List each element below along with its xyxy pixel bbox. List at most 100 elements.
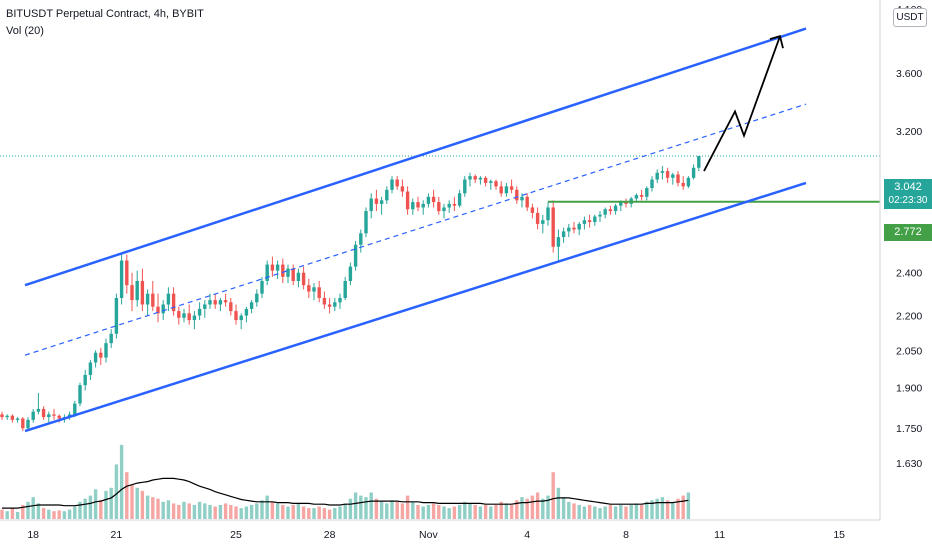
symbol-title[interactable]: BITUSDT Perpetual Contract, 4h, BYBIT: [6, 8, 204, 20]
x-tick-label: 8: [623, 529, 629, 541]
volume-bar: [166, 500, 171, 519]
candle-body: [634, 195, 639, 199]
candle-body: [426, 196, 431, 204]
volume-bar: [312, 508, 316, 519]
volume-bar: [171, 503, 176, 519]
candle-body: [119, 260, 124, 298]
volume-bar: [275, 503, 280, 519]
volume-bar: [551, 472, 555, 519]
candle-body: [88, 362, 93, 375]
volume-bar: [619, 504, 623, 519]
candle-body: [244, 308, 249, 316]
candle-body: [218, 300, 223, 305]
candle-body: [234, 311, 238, 321]
candle-body: [530, 207, 535, 213]
y-tick-label: 1.630: [896, 458, 922, 470]
volume-bar: [93, 489, 98, 519]
candle-body: [671, 174, 675, 178]
candle-body: [291, 268, 295, 281]
candle-body: [41, 408, 46, 418]
x-tick-label: 21: [111, 529, 123, 541]
volume-bar: [213, 506, 217, 519]
candle-body: [572, 227, 576, 230]
volume-bar: [686, 492, 691, 519]
volume-bar: [52, 511, 56, 519]
candle-body: [327, 304, 332, 307]
volume-bar: [385, 503, 389, 519]
candle-body: [437, 202, 441, 212]
candle-body: [348, 266, 353, 281]
volume-bar: [473, 504, 477, 519]
volume-bar: [135, 487, 139, 519]
volume-indicator-label[interactable]: Vol (20): [6, 25, 44, 37]
channel-upper-line: [24, 27, 807, 287]
volume-bar: [478, 506, 483, 519]
volume-bar: [229, 504, 233, 519]
candle-body: [390, 179, 394, 190]
candle-body: [686, 177, 691, 187]
last-price-tag: 3.042 02:23:30: [884, 179, 932, 209]
candle-body: [603, 209, 607, 215]
candle-body: [171, 293, 176, 312]
volume-bar: [660, 497, 665, 519]
candle-body: [286, 268, 290, 277]
volume-bar: [73, 506, 77, 519]
volume-bar: [223, 503, 228, 519]
candle-body: [645, 188, 649, 197]
candle-body: [151, 293, 155, 307]
volume-bar: [655, 498, 659, 519]
volume-bar: [197, 501, 202, 519]
candle-body: [489, 181, 493, 183]
volume-bar: [509, 504, 514, 519]
candle-body: [73, 403, 77, 415]
volume-bar: [140, 490, 145, 519]
volume-bar: [634, 503, 639, 519]
volume-bar: [161, 501, 165, 519]
volume-bar: [36, 503, 41, 519]
volume-bar: [681, 495, 685, 519]
x-tick-label: Nov: [419, 529, 438, 541]
candle-body: [421, 203, 425, 208]
volume-bar: [187, 503, 191, 519]
volume-bar: [203, 503, 207, 519]
volume-bar: [317, 506, 321, 519]
x-tick-label: 28: [324, 529, 336, 541]
currency-selector[interactable]: USDT: [893, 8, 927, 27]
volume-bar: [426, 504, 431, 519]
candle-body: [665, 171, 670, 178]
volume-bar: [437, 504, 441, 519]
volume-bar: [322, 508, 327, 519]
volume-bar: [177, 504, 181, 519]
candle-body: [26, 419, 30, 429]
volume-bar: [286, 506, 290, 519]
candle-body: [52, 414, 56, 416]
volume-bar: [567, 501, 571, 519]
volume-bar: [301, 506, 306, 519]
candle-body: [541, 220, 545, 224]
volume-bar: [260, 500, 264, 519]
volume-bar: [348, 498, 353, 519]
bar-countdown: 02:23:30: [888, 195, 928, 206]
volume-bar: [281, 504, 285, 519]
candle-body: [275, 264, 280, 271]
candle-body: [208, 300, 212, 305]
candle-body: [374, 198, 379, 204]
y-tick-label: 3.200: [896, 126, 922, 138]
candle-body: [608, 209, 613, 212]
volume-bars: [0, 444, 691, 519]
volume-bar: [535, 492, 540, 519]
candle-body: [187, 313, 191, 321]
candle-body: [587, 220, 592, 223]
volume-bar: [515, 500, 519, 519]
candle-body: [156, 306, 160, 314]
last-price-value: 3.042: [894, 181, 922, 193]
candle-body: [452, 203, 457, 206]
candle-body: [197, 308, 202, 316]
drawings[interactable]: [0, 27, 880, 433]
volume-bar: [67, 509, 72, 519]
candlesticks: [0, 155, 701, 432]
candle-body: [442, 207, 446, 212]
candle-body: [15, 418, 20, 420]
volume-bar: [338, 506, 342, 519]
